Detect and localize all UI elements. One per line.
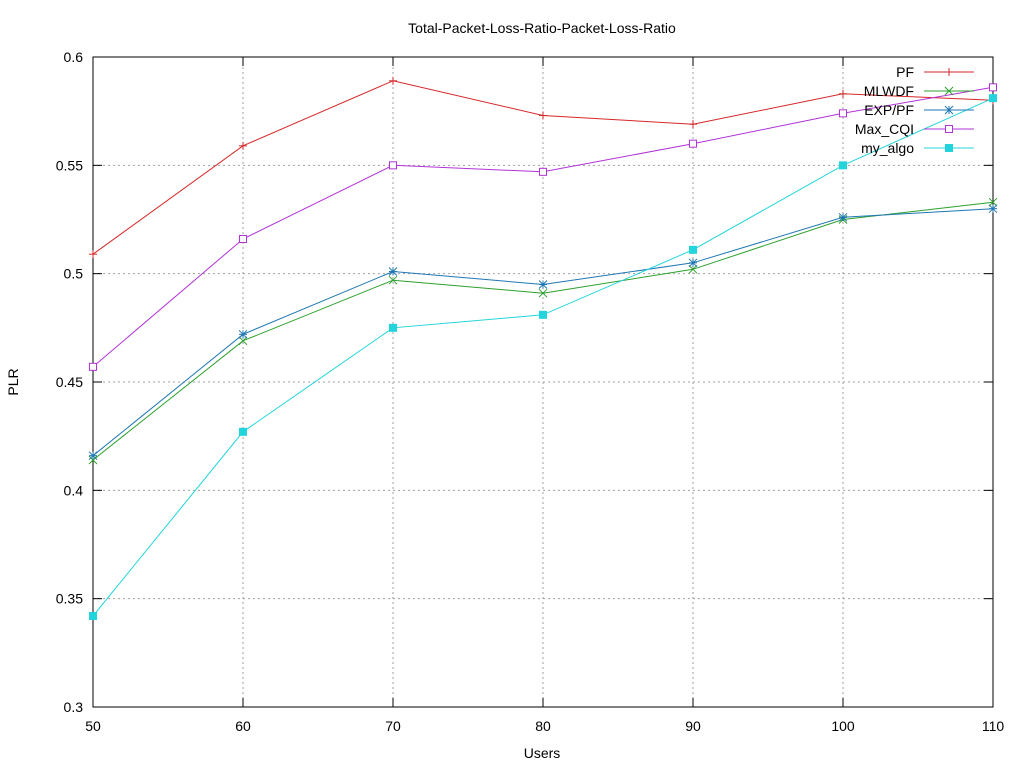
data-point-marker — [945, 125, 953, 133]
y-tick-label: 0.4 — [64, 482, 84, 498]
data-point-marker — [539, 310, 547, 319]
data-point-marker — [688, 264, 698, 274]
series-pf — [89, 76, 997, 259]
data-point-marker — [389, 76, 397, 85]
x-tick-label: 50 — [85, 718, 101, 734]
legend-label: my_algo — [861, 140, 914, 156]
chart-title: Total-Packet-Loss-Ratio-Packet-Loss-Rati… — [408, 20, 676, 36]
legend-item-pf: PF — [896, 64, 974, 80]
data-point-marker — [89, 250, 97, 259]
data-point-marker — [539, 167, 547, 176]
data-point-marker — [689, 139, 697, 148]
data-point-marker — [88, 451, 98, 461]
axes — [92, 56, 994, 708]
data-point-marker — [89, 612, 97, 620]
data-point-marker — [944, 86, 954, 96]
data-point-marker — [239, 235, 247, 243]
data-point-marker — [839, 89, 847, 98]
x-tick-labels: 50 60 70 80 90 100 110 — [85, 718, 1004, 734]
y-tick-label: 0.5 — [64, 266, 84, 282]
x-tick-label: 110 — [982, 718, 1005, 734]
legend-label: PF — [896, 64, 914, 80]
series-max-cqi — [89, 83, 997, 371]
data-point-marker — [989, 83, 997, 92]
data-point-marker — [89, 362, 97, 371]
legend-item-mlwdf: MLWDF — [864, 83, 974, 99]
data-point-marker — [988, 204, 998, 214]
x-axis-label: Users — [524, 745, 561, 761]
legend-item-my-algo: my_algo — [861, 140, 974, 156]
data-point-marker — [538, 288, 548, 298]
data-point-marker — [239, 141, 247, 150]
series-lines — [88, 76, 998, 620]
data-point-marker — [239, 427, 247, 436]
data-point-marker — [944, 105, 954, 115]
data-point-marker — [945, 68, 953, 76]
data-point-marker — [988, 197, 998, 207]
legend: PF MLWDF EXP/PF Max_CQI my_algo — [855, 64, 974, 156]
data-point-marker — [388, 275, 398, 285]
x-tick-label: 100 — [831, 718, 855, 734]
data-point-marker — [689, 245, 697, 254]
y-tick-label: 0.6 — [64, 49, 84, 65]
series-my-algo — [89, 94, 997, 620]
x-tick-label: 80 — [535, 718, 551, 734]
legend-item-exp-pf: EXP/PF — [864, 102, 974, 118]
plot-frame — [92, 56, 994, 708]
data-point-marker — [839, 161, 847, 170]
data-point-marker — [945, 144, 953, 152]
legend-item-max-cqi: Max_CQI — [855, 121, 974, 137]
x-tick-label: 70 — [385, 718, 401, 734]
data-point-marker — [838, 212, 848, 222]
y-tick-labels: 0.3 0.35 0.4 0.45 0.5 0.55 0.6 — [56, 49, 83, 715]
data-point-marker — [88, 455, 98, 465]
data-point-marker — [538, 280, 548, 289]
data-point-marker — [689, 120, 697, 129]
x-tick-label: 60 — [235, 718, 251, 734]
grid-lines — [93, 57, 993, 707]
y-tick-label: 0.3 — [64, 699, 84, 715]
data-point-marker — [238, 329, 248, 339]
x-tick-label: 90 — [685, 718, 701, 734]
data-point-marker — [238, 336, 248, 346]
y-tick-label: 0.45 — [56, 374, 83, 390]
data-point-marker — [539, 111, 547, 120]
data-point-marker — [389, 161, 397, 170]
data-point-marker — [839, 109, 847, 118]
series-exp-pf — [88, 204, 998, 461]
legend-label: EXP/PF — [864, 102, 914, 118]
data-point-marker — [688, 258, 698, 268]
data-point-marker — [389, 323, 397, 332]
data-point-marker — [388, 267, 398, 276]
data-point-marker — [989, 94, 997, 103]
legend-label: MLWDF — [864, 83, 914, 99]
y-tick-label: 0.35 — [56, 591, 83, 607]
y-tick-label: 0.55 — [56, 157, 83, 173]
y-axis-label: PLR — [5, 368, 21, 395]
legend-label: Max_CQI — [855, 121, 914, 137]
